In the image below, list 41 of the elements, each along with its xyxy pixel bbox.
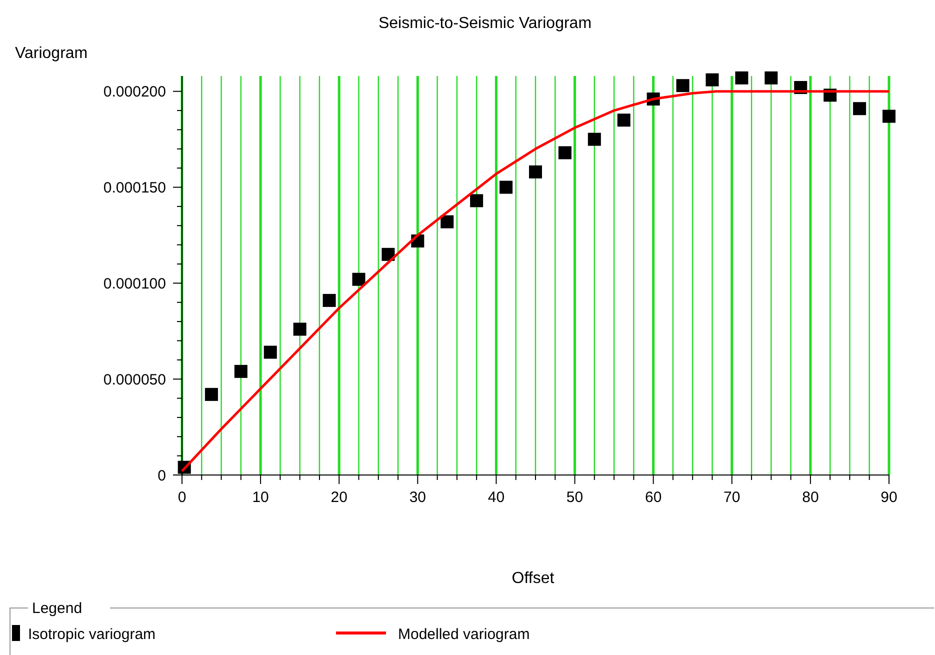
point [529,165,542,178]
point [352,272,366,286]
point [382,248,395,261]
point [500,180,513,194]
x-tick-label: 50 [566,489,584,506]
point [764,71,778,84]
x-tick-label: 60 [644,489,662,506]
y-tick-label: 0.000150 [103,180,166,197]
x-tick-label: 10 [252,489,269,506]
point [234,364,248,378]
point [264,346,277,359]
y-tick-label: 0.000200 [103,84,166,101]
x-tick-label: 30 [409,489,426,506]
point [440,215,454,228]
legend-label: Modelled variogram [398,626,530,643]
point [558,146,572,160]
x-axis-title: Offset [512,570,555,587]
point [322,294,336,307]
x-tick-label: 80 [802,489,819,506]
y-tick-label: 0.000050 [103,371,166,388]
point [617,114,630,127]
point [470,194,484,208]
x-tick-label: 40 [488,489,505,506]
legend-label: Isotropic variogram [28,626,156,643]
legend-title: Legend [32,600,82,617]
y-tick-label: 0.000100 [103,275,166,292]
y-tick-label: 0 [158,467,166,484]
point [293,322,306,336]
point [706,73,719,86]
chart-title: Seismic-to-Seismic Variogram [378,15,592,32]
x-tick-label: 70 [724,489,740,506]
point [204,388,218,401]
point [676,79,690,92]
x-tick-label: 20 [330,489,348,506]
point [735,71,748,84]
point [588,132,601,146]
x-tick-label: 90 [880,489,898,506]
point [882,110,896,123]
x-tick-label: 0 [178,489,186,506]
point [853,102,866,116]
y-axis-title: Variogram [15,45,88,62]
